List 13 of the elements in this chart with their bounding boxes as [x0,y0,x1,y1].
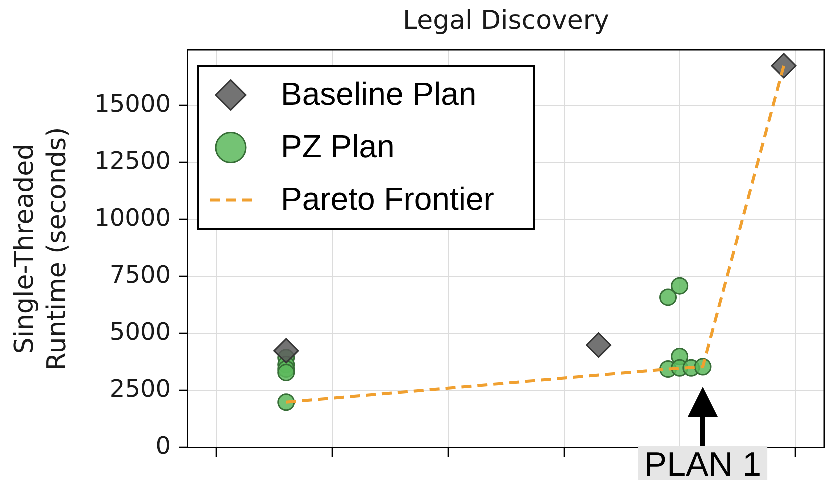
legend-label: PZ Plan [281,128,395,165]
y-tick-label: 7500 [110,261,171,290]
y-tick-label: 10000 [94,204,171,232]
y-tick-label: 12500 [94,147,171,176]
y-tick-label: 2500 [110,375,171,404]
legend-label: Baseline Plan [281,76,477,112]
legend-label: Pareto Frontier [281,181,495,218]
y-tick-label: 5000 [110,318,171,346]
y-axis-title: Single-Threaded Runtime (seconds) [10,127,72,371]
y-tick-label: 15000 [94,90,171,118]
y-tick-label: 0 [156,432,171,460]
annotation: PLAN 1 [644,446,762,482]
chart-title: Legal Discovery [403,6,610,36]
